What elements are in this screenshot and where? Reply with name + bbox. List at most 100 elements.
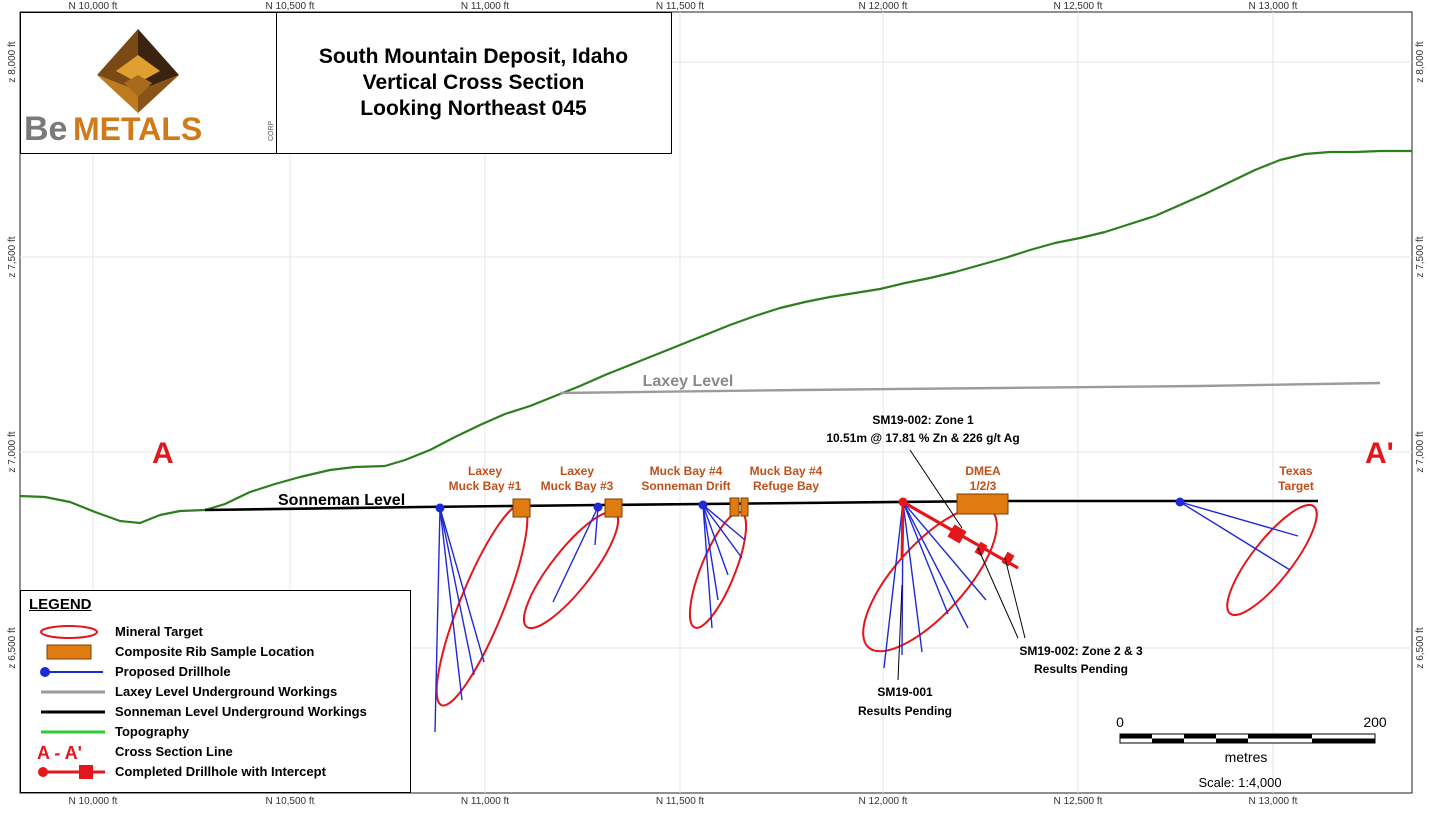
title-panel: South Mountain Deposit, Idaho Vertical C…: [276, 13, 671, 153]
easting-label: N 10,500 ft: [266, 1, 315, 12]
sample-label-line1: Laxey: [468, 464, 502, 478]
easting-label: N 10,000 ft: [69, 1, 118, 12]
easting-label: N 13,000 ft: [1249, 1, 1298, 12]
annotations: SM19-002: Zone 1 10.51m @ 17.81 % Zn & 2…: [826, 413, 1143, 718]
elevation-label: z 7,000 ft: [1415, 431, 1426, 472]
title-line-3: Looking Northeast 045: [360, 97, 587, 120]
elevation-labels-right: z 8,000 ft z 7,500 ft z 7,000 ft z 6,500…: [1415, 41, 1426, 668]
legend-label: Sonneman Level Underground Workings: [115, 704, 367, 719]
easting-label: N 10,500 ft: [266, 796, 315, 807]
elevation-label: z 6,500 ft: [1415, 627, 1426, 668]
completed-drillholes: [898, 497, 1019, 570]
section-line-icon: A - A': [37, 743, 82, 762]
proposed-drillholes: [434, 501, 1299, 733]
legend-item-proposed-drillhole: Proposed Drillhole: [21, 662, 410, 682]
mineral-target-ellipse: [1226, 504, 1318, 616]
completed-drillhole-collar: [898, 497, 908, 507]
scale-left-value: 0: [1116, 714, 1124, 730]
zone23-status: Results Pending: [1034, 662, 1128, 676]
legend-label: Completed Drillhole with Intercept: [115, 764, 326, 779]
title-line-1: South Mountain Deposit, Idaho: [318, 45, 629, 68]
legend-item-laxey-level: Laxey Level Underground Workings: [21, 682, 410, 702]
proposed-drillhole-icon: [40, 667, 103, 677]
sample-label-line2: Refuge Bay: [753, 479, 819, 493]
easting-label: N 12,000 ft: [859, 1, 908, 12]
legend-item-mineral-target: Mineral Target: [21, 622, 410, 642]
intercept-zone3: [1001, 551, 1015, 567]
legend-item-section-line: A - A' Cross Section Line: [21, 742, 410, 762]
intercept-zone1: [947, 524, 967, 544]
laxey-level-line: [559, 381, 1381, 395]
easting-label: N 12,500 ft: [1054, 1, 1103, 12]
zone1-title: SM19-002: Zone 1: [872, 413, 974, 427]
sonneman-line-icon: [41, 710, 105, 714]
section-end-label: A': [1365, 437, 1394, 470]
sample-box: [956, 493, 1009, 515]
logo-wordmark-corp: CORP: [268, 120, 275, 141]
sm19-001-title: SM19-001: [877, 685, 933, 699]
elevation-label: z 7,500 ft: [1415, 236, 1426, 277]
easting-label: N 13,000 ft: [1249, 796, 1298, 807]
easting-label: N 12,500 ft: [1054, 796, 1103, 807]
proposed-collars: [435, 497, 1185, 513]
easting-label: N 11,000 ft: [461, 796, 509, 807]
legend-item-sonneman-level: Sonneman Level Underground Workings: [21, 702, 410, 722]
laxey-level-label: Laxey Level: [643, 373, 734, 390]
scale-bar: 0 200 metres Scale: 1:4,000: [1116, 714, 1387, 790]
drillhole-collar: [593, 502, 603, 512]
sonneman-level-line: [204, 499, 1318, 512]
logo-panel: Be METALS CORP: [21, 13, 276, 153]
legend-label: Topography: [115, 724, 190, 739]
sample-label-line1: Texas: [1279, 464, 1312, 478]
legend-title: LEGEND: [29, 596, 92, 613]
sample-label-line2: 1/2/3: [970, 479, 997, 493]
sample-box: [604, 498, 623, 518]
sonneman-level-label: Sonneman Level: [278, 492, 405, 509]
sm19-001-status: Results Pending: [858, 704, 952, 718]
easting-label: N 11,500 ft: [656, 1, 704, 12]
elevation-label: z 8,000 ft: [7, 41, 18, 82]
drillhole-collar: [698, 500, 708, 510]
easting-labels-top: N 10,000 ft N 10,500 ft N 11,000 ft N 11…: [69, 1, 1298, 12]
sample-locations: [512, 493, 1009, 518]
sample-box: [740, 497, 749, 517]
scale-unit: metres: [1225, 749, 1268, 765]
section-line-symbol: A - A': [37, 743, 82, 762]
section-start-label: A: [152, 437, 174, 470]
drillhole-collar: [435, 503, 445, 513]
easting-label: N 10,000 ft: [69, 796, 118, 807]
sample-label-line1: Muck Bay #4: [650, 464, 723, 478]
zone23-title: SM19-002: Zone 2 & 3: [1019, 644, 1143, 658]
easting-labels-bottom: N 10,000 ft N 10,500 ft N 11,000 ft N 11…: [69, 796, 1298, 807]
legend-label: Proposed Drillhole: [115, 664, 231, 679]
elevation-label: z 8,000 ft: [1415, 41, 1426, 82]
bemetals-logo: Be METALS CORP: [24, 29, 275, 148]
legend-label: Composite Rib Sample Location: [115, 644, 315, 659]
legend-item-sample-location: Composite Rib Sample Location: [21, 642, 410, 662]
elevation-labels-left: z 8,000 ft z 7,500 ft z 7,000 ft z 6,500…: [7, 41, 18, 668]
sample-box-icon: [46, 644, 92, 660]
sample-label-line2: Target: [1278, 479, 1314, 493]
completed-drillhole-icon: [38, 765, 105, 779]
legend-item-completed-drillhole: Completed Drillhole with Intercept: [21, 762, 410, 782]
intercept-zone2: [974, 541, 988, 557]
topography-line: [19, 149, 1412, 525]
sample-box: [729, 497, 740, 517]
laxey-line-icon: [41, 690, 105, 694]
sample-label-line1: Muck Bay #4: [750, 464, 823, 478]
legend-label: Cross Section Line: [115, 744, 233, 759]
target-ellipse-icon: [40, 625, 98, 639]
elevation-label: z 6,500 ft: [7, 627, 18, 668]
easting-label: N 12,000 ft: [859, 796, 908, 807]
sample-label-line2: Sonneman Drift: [641, 479, 730, 493]
elevation-label: z 7,000 ft: [7, 431, 18, 472]
sample-box: [512, 498, 531, 518]
legend-label: Mineral Target: [115, 624, 203, 639]
scale-right-value: 200: [1363, 714, 1387, 730]
leader-lines: [897, 449, 1026, 681]
sample-label-line2: Muck Bay #3: [541, 479, 614, 493]
zone1-result: 10.51m @ 17.81 % Zn & 226 g/t Ag: [826, 431, 1019, 445]
topography-line-icon: [41, 730, 105, 734]
easting-label: N 11,000 ft: [461, 1, 509, 12]
